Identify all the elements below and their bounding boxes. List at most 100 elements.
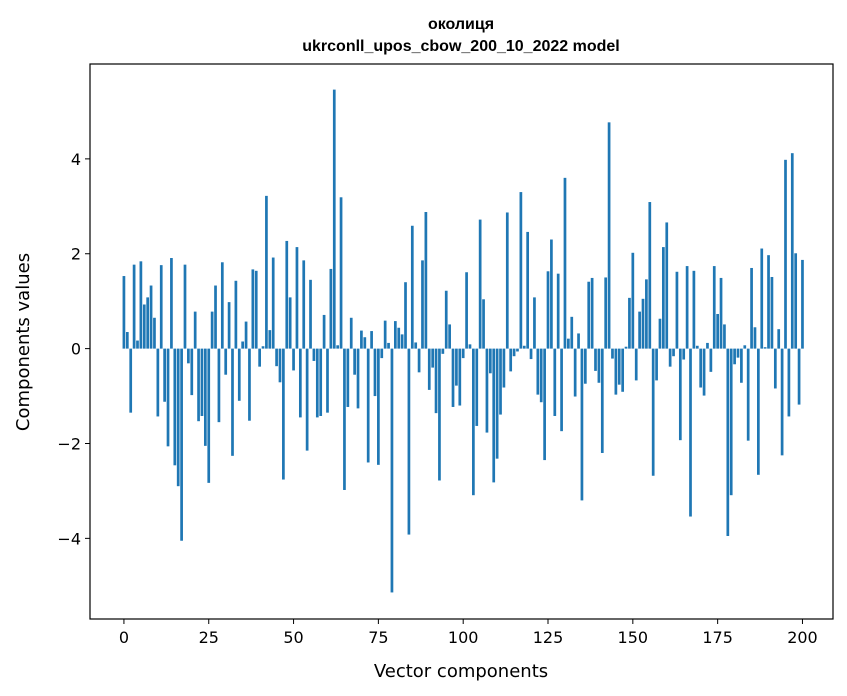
- bar-140: [597, 348, 601, 383]
- bar-58: [319, 348, 323, 416]
- y-tick-label: 2: [71, 245, 81, 264]
- bar-28: [217, 348, 221, 423]
- bar-121: [533, 297, 536, 349]
- bar-111: [499, 348, 502, 415]
- bar-120: [529, 348, 533, 360]
- bar-26: [210, 311, 214, 349]
- x-tick-label: 150: [618, 628, 649, 647]
- bar-0: [122, 276, 126, 349]
- bar-152: [638, 311, 641, 349]
- bar-125: [546, 271, 550, 349]
- bar-176: [719, 277, 723, 349]
- bar-118: [522, 345, 526, 349]
- bar-185: [750, 267, 753, 349]
- bar-196: [787, 348, 791, 417]
- bar-162: [672, 348, 675, 357]
- bar-198: [794, 253, 798, 349]
- bar-122: [536, 348, 540, 395]
- x-axis-label: Vector components: [374, 661, 548, 682]
- bar-187: [757, 348, 760, 475]
- bar-164: [678, 348, 682, 441]
- x-tick-label: 50: [283, 628, 303, 647]
- bar-61: [329, 268, 333, 349]
- bar-171: [702, 348, 706, 396]
- bar-160: [665, 222, 669, 349]
- bar-174: [712, 266, 716, 349]
- bar-36: [244, 321, 248, 349]
- bar-34: [237, 348, 241, 401]
- bar-37: [248, 348, 251, 421]
- bar-2: [129, 348, 133, 413]
- bar-107: [485, 348, 489, 433]
- bar-15: [173, 348, 177, 466]
- bar-97: [451, 348, 455, 407]
- bar-90: [427, 348, 431, 390]
- bar-130: [563, 177, 567, 349]
- bar-91: [431, 348, 435, 368]
- bar-179: [729, 348, 733, 496]
- bar-143: [607, 122, 611, 349]
- bar-4: [136, 340, 139, 349]
- x-tick-label: 200: [787, 628, 818, 647]
- bar-81: [397, 327, 401, 349]
- bar-52: [298, 348, 302, 418]
- bar-70: [360, 330, 363, 349]
- bar-66: [346, 348, 350, 407]
- bar-39: [254, 270, 258, 349]
- bar-184: [746, 348, 750, 441]
- bar-163: [675, 271, 679, 349]
- bar-170: [699, 348, 703, 388]
- bar-79: [390, 348, 394, 593]
- bar-75: [377, 348, 380, 465]
- bar-136: [583, 348, 587, 384]
- bar-190: [767, 255, 770, 349]
- bar-199: [797, 348, 801, 405]
- bar-139: [594, 348, 597, 371]
- bar-180: [733, 348, 736, 365]
- bar-71: [363, 337, 367, 349]
- bar-13: [166, 348, 170, 447]
- bar-21: [193, 311, 197, 349]
- bar-88: [421, 260, 424, 349]
- y-axis-label: Components values: [13, 253, 34, 431]
- bar-9: [153, 317, 156, 349]
- bar-165: [682, 348, 686, 360]
- bar-145: [614, 348, 618, 395]
- bar-94: [441, 348, 445, 354]
- x-tick-label: 175: [702, 628, 733, 647]
- bar-38: [251, 269, 255, 349]
- bar-159: [662, 247, 665, 349]
- y-tick-label: 0: [71, 340, 81, 359]
- bar-144: [611, 348, 614, 359]
- bar-158: [658, 318, 662, 349]
- bar-45: [275, 348, 278, 367]
- bar-46: [278, 348, 282, 383]
- bar-105: [478, 219, 482, 349]
- bar-83: [404, 282, 407, 349]
- bar-17: [180, 348, 183, 541]
- bar-146: [617, 348, 621, 385]
- bar-92: [434, 348, 438, 414]
- bar-134: [577, 333, 580, 349]
- bar-22: [197, 348, 200, 422]
- bar-133: [573, 348, 577, 397]
- bar-100: [461, 348, 465, 359]
- bar-55: [309, 279, 312, 349]
- bar-19: [187, 348, 190, 364]
- bar-1: [125, 332, 129, 349]
- bar-108: [488, 348, 492, 374]
- bar-78: [387, 342, 390, 349]
- bar-151: [634, 348, 638, 381]
- bar-77: [383, 320, 387, 349]
- bar-137: [587, 281, 591, 349]
- x-tick-label: 125: [533, 628, 564, 647]
- bar-116: [516, 348, 519, 352]
- bar-166: [685, 266, 689, 349]
- bar-98: [455, 348, 458, 386]
- x-axis-ticks: 0 25 50 75 100 125 150 175 200: [119, 619, 818, 647]
- bar-127: [553, 348, 557, 416]
- bar-49: [288, 297, 292, 349]
- bar-60: [326, 348, 329, 413]
- bar-10: [156, 348, 160, 417]
